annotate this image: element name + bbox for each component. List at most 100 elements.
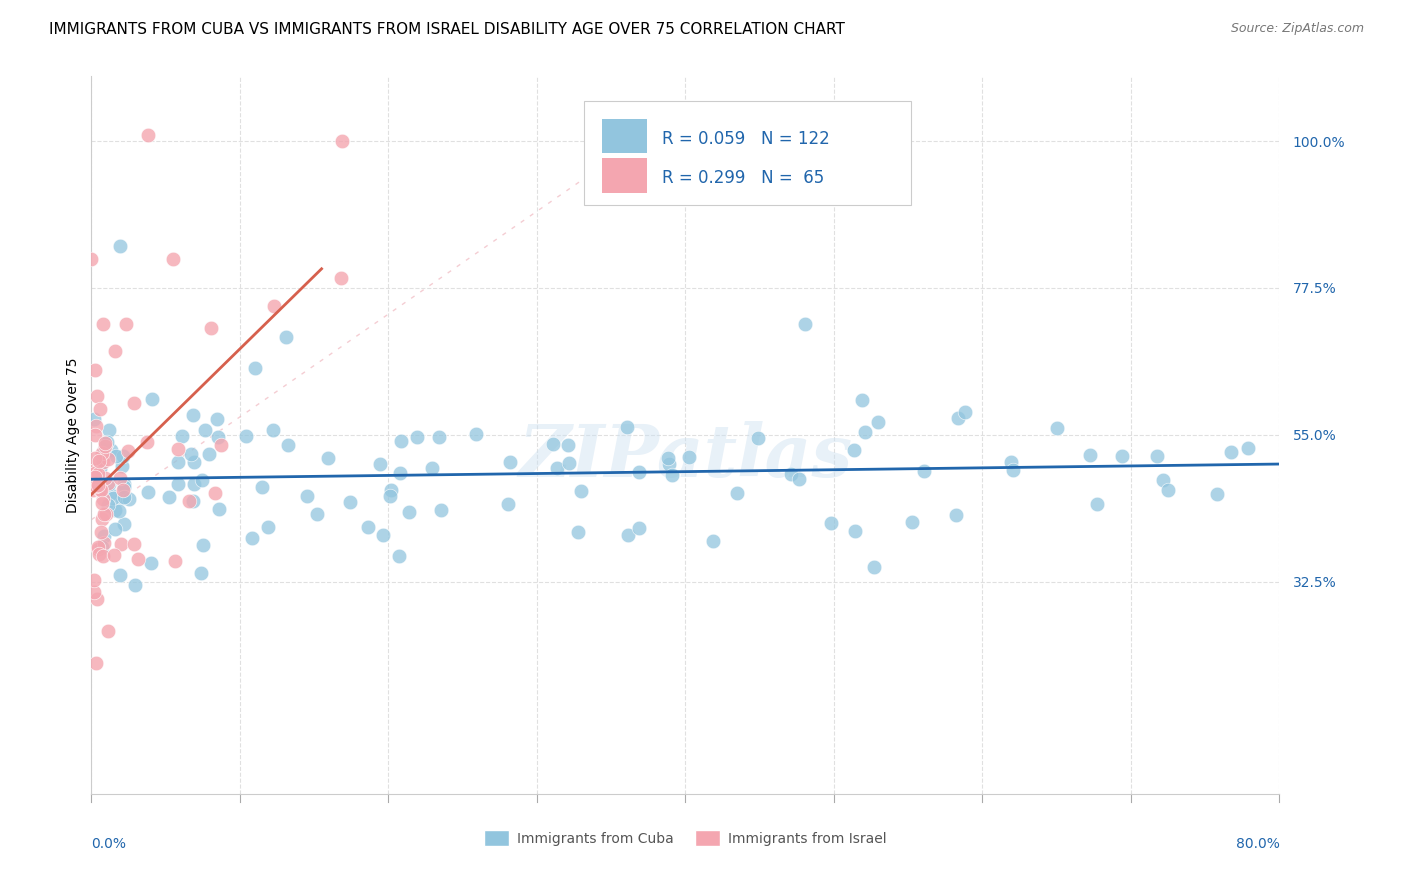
- Point: [368, 457, 391, 471]
- Point: [200, 321, 222, 335]
- Point: [112, 477, 135, 491]
- Point: [101, 491, 124, 505]
- Point: [111, 491, 134, 505]
- Point: [84, 419, 107, 434]
- Point: [464, 427, 486, 442]
- Point: [658, 457, 681, 471]
- Point: [108, 568, 131, 582]
- Point: [122, 536, 145, 550]
- Point: [163, 554, 186, 568]
- Point: [180, 447, 202, 461]
- Point: [166, 442, 188, 456]
- Point: [90, 483, 112, 498]
- Point: [339, 494, 361, 508]
- Point: [256, 519, 278, 533]
- Point: [557, 438, 579, 452]
- Point: [89, 483, 111, 497]
- Point: [616, 420, 638, 434]
- Point: [104, 502, 127, 516]
- Point: [388, 466, 411, 480]
- Point: [100, 443, 122, 458]
- Point: [94, 439, 117, 453]
- Point: [93, 529, 115, 543]
- Point: [190, 566, 212, 580]
- Point: [97, 476, 120, 491]
- Point: [97, 451, 120, 466]
- Point: [90, 479, 112, 493]
- Point: [110, 537, 132, 551]
- Point: [661, 468, 683, 483]
- Point: [82, 483, 104, 497]
- Point: [86, 481, 108, 495]
- Point: [90, 525, 112, 540]
- Point: [110, 471, 132, 485]
- Point: [1205, 487, 1227, 501]
- Point: [380, 489, 402, 503]
- Point: [541, 437, 564, 451]
- Point: [91, 446, 114, 460]
- Point: [183, 455, 205, 469]
- Point: [83, 427, 105, 442]
- Point: [112, 517, 135, 532]
- Point: [89, 402, 111, 417]
- Point: [204, 485, 226, 500]
- FancyBboxPatch shape: [585, 101, 911, 205]
- Point: [91, 317, 114, 331]
- Point: [844, 524, 866, 538]
- Point: [97, 624, 120, 638]
- Point: [946, 410, 969, 425]
- Point: [104, 343, 127, 358]
- Point: [198, 447, 221, 461]
- Point: [628, 465, 651, 479]
- Point: [115, 317, 138, 331]
- Point: [725, 486, 748, 500]
- Point: [89, 461, 111, 475]
- Point: [87, 541, 110, 556]
- Point: [863, 560, 886, 574]
- Point: [98, 423, 121, 437]
- Point: [380, 483, 402, 497]
- Point: [104, 523, 127, 537]
- Point: [93, 442, 115, 457]
- Point: [245, 361, 267, 376]
- Point: [112, 449, 135, 463]
- Point: [546, 461, 568, 475]
- Point: [868, 415, 890, 429]
- Point: [427, 430, 450, 444]
- Point: [277, 438, 299, 452]
- Point: [93, 536, 115, 550]
- Point: [84, 657, 107, 671]
- Point: [678, 450, 700, 464]
- Point: [107, 503, 129, 517]
- Text: R = 0.299   N =  65: R = 0.299 N = 65: [662, 169, 824, 187]
- Point: [558, 456, 581, 470]
- Point: [183, 476, 205, 491]
- Point: [87, 454, 110, 468]
- Point: [108, 238, 131, 252]
- Point: [780, 467, 803, 481]
- Point: [569, 484, 592, 499]
- Point: [167, 477, 190, 491]
- Point: [84, 463, 107, 477]
- Point: [104, 449, 127, 463]
- Point: [1236, 441, 1258, 455]
- Point: [83, 573, 105, 587]
- Point: [91, 455, 114, 469]
- Point: [1111, 449, 1133, 463]
- Point: [1146, 450, 1168, 464]
- Point: [853, 425, 876, 440]
- Point: [205, 412, 228, 426]
- Point: [96, 434, 118, 449]
- Point: [87, 467, 110, 482]
- Point: [912, 464, 935, 478]
- Point: [98, 487, 121, 501]
- Point: [103, 548, 125, 562]
- Point: [657, 450, 679, 465]
- Point: [90, 451, 112, 466]
- Point: [90, 540, 112, 554]
- Point: [318, 451, 340, 466]
- Point: [357, 520, 380, 534]
- Point: [122, 396, 145, 410]
- Point: [787, 472, 810, 486]
- Point: [207, 430, 229, 444]
